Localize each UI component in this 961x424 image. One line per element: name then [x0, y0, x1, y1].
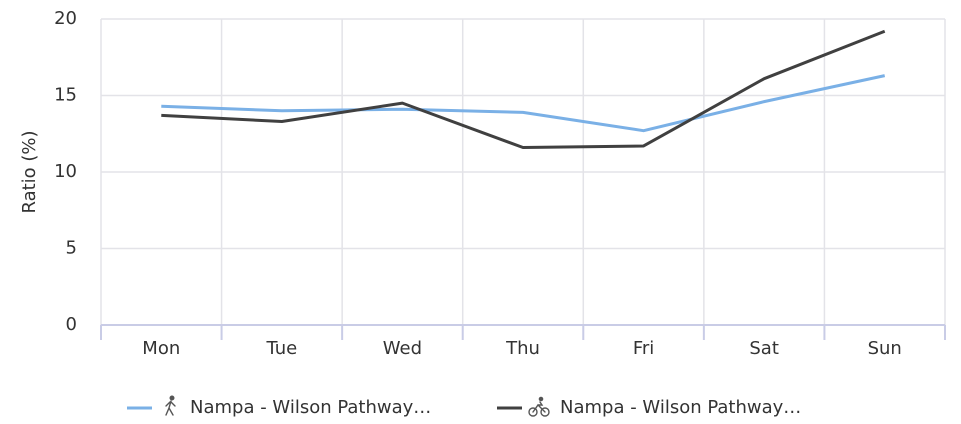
x-tick-label: Sun	[868, 338, 902, 359]
walk-icon	[165, 395, 176, 416]
series-line	[161, 74, 886, 133]
legend-label: Nampa - Wilson Pathway…	[190, 397, 431, 418]
plot-area: 0 5 10 15 20 Mon Tue Wed Thu Fri Sat Sun	[54, 8, 946, 359]
x-tick-label: Sat	[749, 338, 779, 359]
y-tick-label: 10	[54, 161, 77, 182]
y-tick-label: 0	[66, 314, 77, 335]
x-tick-label: Thu	[505, 338, 540, 359]
x-tick-label: Wed	[383, 338, 422, 359]
y-tick-label: 15	[54, 85, 77, 106]
series-line	[161, 29, 886, 150]
bike-icon	[528, 396, 550, 417]
y-axis-label: Ratio (%)	[19, 130, 40, 213]
x-tick-label: Mon	[142, 338, 180, 359]
x-tick-label: Fri	[633, 338, 654, 359]
y-tick-label: 20	[54, 8, 77, 29]
legend-label: Nampa - Wilson Pathway…	[560, 397, 801, 418]
y-tick-label: 5	[66, 238, 77, 259]
legend: Nampa - Wilson Pathway… Nampa - Wilson Pa…	[127, 395, 801, 418]
x-tick-label: Tue	[265, 338, 297, 359]
